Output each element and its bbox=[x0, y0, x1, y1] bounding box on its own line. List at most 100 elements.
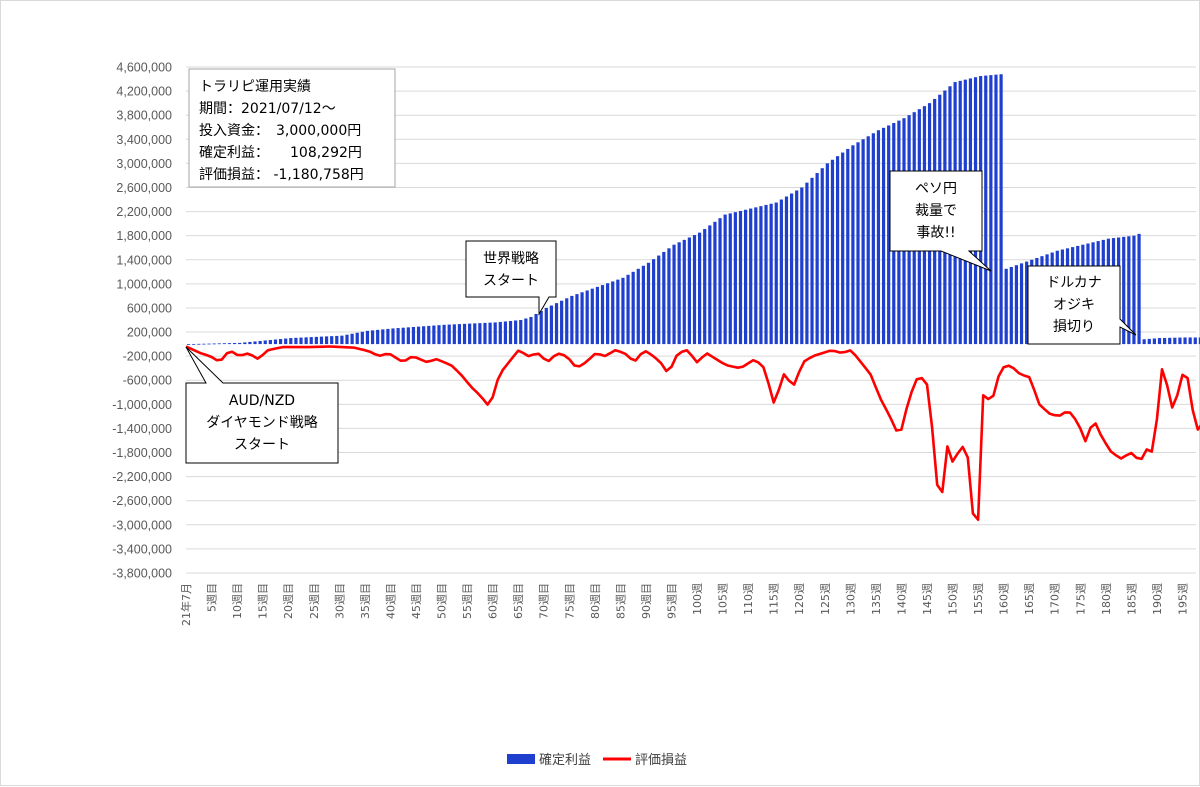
bar-confirmed-profit bbox=[212, 343, 216, 345]
x-tick-label: 40週目 bbox=[384, 583, 397, 619]
bar-confirmed-profit bbox=[1198, 337, 1200, 345]
bar-confirmed-profit bbox=[238, 342, 242, 345]
bar-confirmed-profit bbox=[396, 328, 400, 345]
y-tick-label: 600,000 bbox=[127, 301, 172, 315]
bar-confirmed-profit bbox=[376, 329, 380, 345]
bar-confirmed-profit bbox=[789, 193, 794, 345]
bar-confirmed-profit bbox=[835, 156, 840, 345]
bar-confirmed-profit bbox=[222, 343, 226, 345]
bar-confirmed-profit bbox=[202, 343, 206, 345]
bar-confirmed-profit bbox=[314, 336, 318, 345]
bar-confirmed-profit bbox=[728, 213, 732, 345]
bar-confirmed-profit bbox=[851, 145, 855, 345]
bar-confirmed-profit bbox=[810, 177, 814, 345]
bar-confirmed-profit bbox=[590, 288, 594, 345]
x-tick-label: 140週 bbox=[895, 583, 908, 615]
callout-dollar-bubble bbox=[1027, 265, 1137, 345]
bar-confirmed-profit bbox=[1152, 338, 1156, 345]
bar-confirmed-profit bbox=[299, 337, 303, 345]
line-series-unrealized-pnl bbox=[185, 345, 1200, 522]
y-tick-label: 4,600,000 bbox=[116, 61, 172, 75]
bar-confirmed-profit bbox=[483, 322, 487, 345]
x-tick-label: 75週目 bbox=[563, 583, 576, 619]
bar-confirmed-profit bbox=[468, 323, 472, 345]
x-tick-label: 105週 bbox=[717, 583, 730, 615]
bar-confirmed-profit bbox=[825, 163, 829, 345]
x-tick-label: 130週 bbox=[844, 583, 857, 615]
x-tick-label: 120週 bbox=[793, 583, 806, 615]
bar-confirmed-profit bbox=[197, 343, 201, 345]
bar-confirmed-profit bbox=[217, 343, 221, 345]
bar-confirmed-profit bbox=[580, 292, 584, 345]
bar-confirmed-profit bbox=[503, 321, 508, 345]
x-tick-label: 90週目 bbox=[640, 583, 653, 619]
bar-confirmed-profit bbox=[493, 322, 497, 345]
bar-confirmed-profit bbox=[657, 255, 661, 345]
bar-confirmed-profit bbox=[1168, 337, 1172, 345]
bar-confirmed-profit bbox=[846, 148, 850, 345]
bar-confirmed-profit bbox=[473, 323, 477, 345]
bar-confirmed-profit bbox=[278, 339, 283, 345]
bar-confirmed-profit bbox=[606, 283, 610, 345]
bar-confirmed-profit bbox=[698, 232, 702, 345]
bar-confirmed-profit bbox=[841, 152, 845, 345]
x-tick-label: 115週 bbox=[768, 583, 781, 615]
x-tick-label: 165週 bbox=[1023, 583, 1036, 615]
bar-confirmed-profit bbox=[830, 159, 835, 345]
callout-audnzd-line3: スタート bbox=[234, 437, 290, 453]
bar-confirmed-profit bbox=[273, 339, 278, 345]
bar-confirmed-profit bbox=[631, 271, 635, 345]
callout-audnzd-line2: ダイヤモンド戦略 bbox=[206, 415, 318, 431]
summary-box: トラリピ運用実績 期間：2021/07/12～ 投入資金： 3,000,000円… bbox=[188, 68, 396, 188]
x-tick-label: 100週 bbox=[691, 583, 704, 615]
x-tick-label: 95週目 bbox=[665, 583, 678, 619]
bar-confirmed-profit bbox=[703, 229, 707, 345]
x-tick-label: 70週目 bbox=[538, 583, 551, 619]
bar-confirmed-profit bbox=[861, 139, 865, 345]
bar-confirmed-profit bbox=[820, 168, 824, 345]
bar-confirmed-profit bbox=[350, 333, 354, 345]
x-tick-label: 20週目 bbox=[282, 583, 295, 619]
bar-confirmed-profit bbox=[881, 127, 886, 345]
bar-confirmed-profit bbox=[779, 199, 783, 345]
summary-box-border bbox=[188, 68, 396, 188]
x-tick-label: 60週目 bbox=[487, 583, 500, 619]
bar-confirmed-profit bbox=[1025, 261, 1029, 345]
bar-confirmed-profit bbox=[733, 212, 737, 345]
callout-world-line2: スタート bbox=[483, 273, 539, 289]
bar-confirmed-profit bbox=[335, 335, 339, 345]
summary-line-unrealized: 評価損益： -1,180,758円 bbox=[199, 167, 364, 183]
x-tick-label: 190週 bbox=[1151, 583, 1164, 615]
callout-dollar: ドルカナ オジキ 損切り bbox=[1027, 265, 1137, 345]
x-tick-label: 10週目 bbox=[231, 583, 244, 619]
legend-label-unrealized: 評価損益 bbox=[635, 753, 687, 768]
bar-confirmed-profit bbox=[529, 316, 533, 345]
y-tick-label: -2,200,000 bbox=[112, 470, 172, 484]
bar-confirmed-profit bbox=[692, 235, 697, 345]
callout-peso-line1: ペソ円 bbox=[915, 181, 957, 197]
y-tick-label: -1,800,000 bbox=[112, 446, 172, 460]
x-tick-label: 150週 bbox=[947, 583, 960, 615]
callout-dollar-line3: 損切り bbox=[1053, 319, 1095, 335]
bar-confirmed-profit bbox=[718, 218, 722, 345]
y-tick-label: 1,400,000 bbox=[116, 253, 172, 267]
x-tick-label: 155週 bbox=[972, 583, 985, 615]
bar-confirmed-profit bbox=[355, 332, 359, 345]
x-tick-label: 55週目 bbox=[461, 583, 474, 619]
bar-confirmed-profit bbox=[565, 298, 569, 345]
y-tick-label: 1,000,000 bbox=[116, 277, 172, 291]
bar-confirmed-profit bbox=[754, 207, 758, 345]
bar-confirmed-profit bbox=[544, 307, 548, 345]
y-tick-label: 2,600,000 bbox=[116, 181, 172, 195]
bar-confirmed-profit bbox=[330, 336, 334, 345]
x-tick-label: 5週目 bbox=[206, 583, 219, 612]
y-tick-label: 3,400,000 bbox=[116, 133, 172, 147]
bar-confirmed-profit bbox=[759, 206, 763, 345]
bar-confirmed-profit bbox=[1019, 263, 1024, 345]
summary-line-title: トラリピ運用実績 bbox=[199, 79, 311, 95]
legend: 確定利益 評価損益 bbox=[507, 752, 687, 768]
bar-confirmed-profit bbox=[1142, 339, 1146, 345]
bar-confirmed-profit bbox=[784, 196, 789, 345]
x-tick-label: 25週目 bbox=[308, 583, 321, 619]
